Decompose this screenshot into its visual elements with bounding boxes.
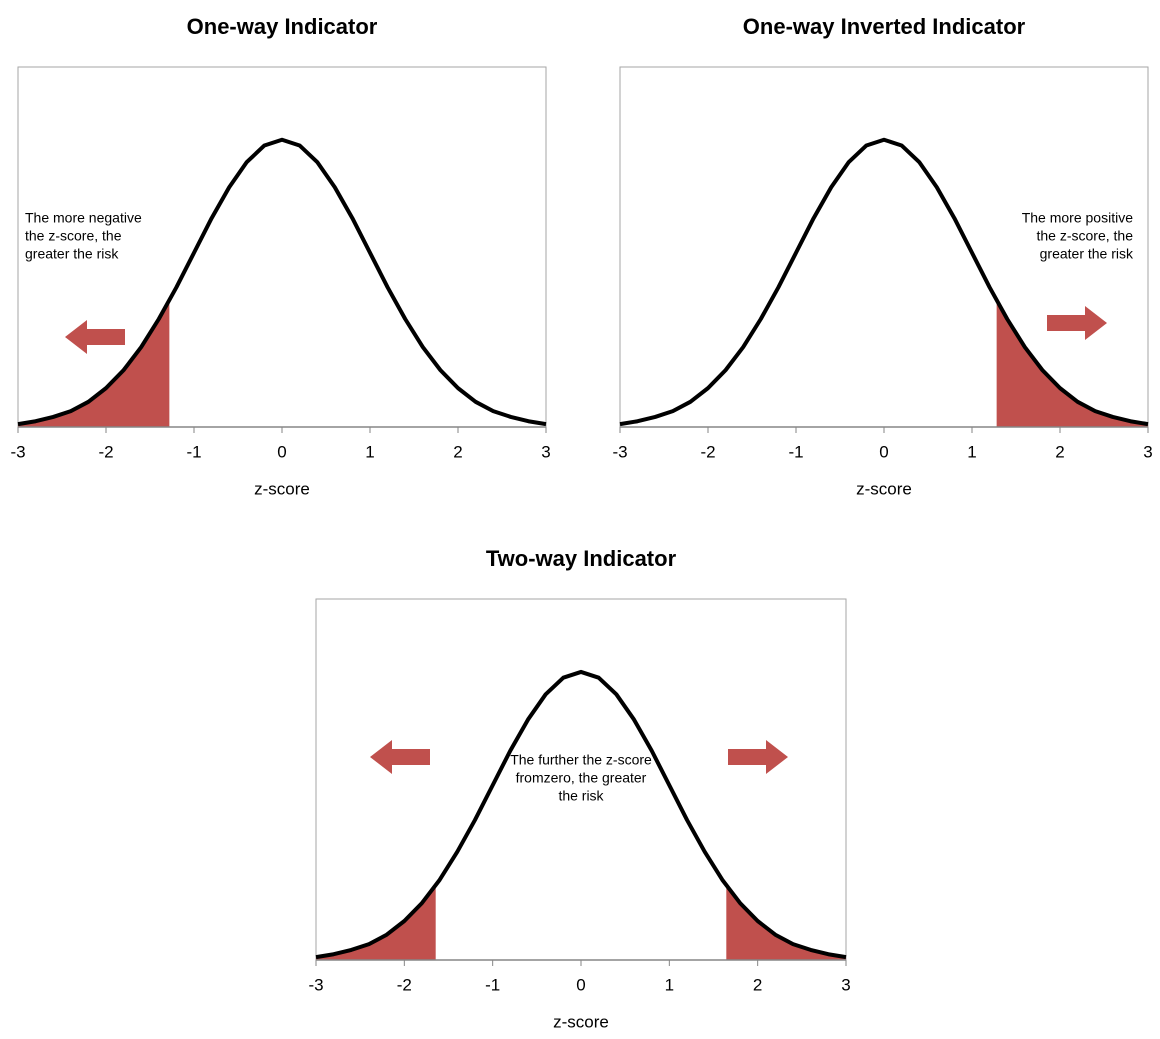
annotation: the z-score, the	[1037, 228, 1134, 244]
shaded-tail	[316, 885, 436, 960]
subplot: One-way Inverted Indicator -3 -2 -1 0 1 2 3 z-sc…	[612, 14, 1152, 499]
annotation: The more positive	[1022, 210, 1133, 226]
direction-arrow	[370, 740, 430, 774]
shaded-tail	[996, 299, 1148, 427]
x-tick-label: -1	[788, 442, 803, 461]
shaded-tail	[726, 885, 846, 960]
direction-arrow	[1047, 306, 1107, 340]
annotation: The further the z-score	[510, 752, 652, 768]
direction-arrow	[65, 320, 125, 354]
density-curve	[619, 137, 1149, 427]
x-axis-label: z-score	[553, 1012, 609, 1031]
x-tick-label: 3	[541, 442, 550, 461]
x-tick-label: -2	[98, 442, 113, 461]
x-tick-label: 1	[365, 442, 374, 461]
density-curve	[315, 669, 847, 960]
x-tick-label: 0	[277, 442, 286, 461]
x-tick-label: -1	[485, 975, 500, 994]
density-curve	[17, 137, 547, 427]
annotation: the z-score, the	[25, 228, 122, 244]
x-tick-label: -3	[612, 442, 627, 461]
x-tick-label: 1	[967, 442, 976, 461]
subplot: Two-way Indicator -3 -2 -1 0 1 2 3 z-score The fu…	[308, 546, 850, 1032]
shaded-tail	[18, 299, 170, 427]
x-tick-label: 3	[841, 975, 850, 994]
annotation: the risk	[558, 788, 604, 804]
x-axis-label: z-score	[856, 479, 912, 498]
x-tick-label: 2	[753, 975, 762, 994]
x-tick-label: 0	[879, 442, 888, 461]
x-tick-label: 3	[1143, 442, 1152, 461]
x-tick-label: 2	[1055, 442, 1064, 461]
annotation: greater the risk	[1040, 246, 1134, 262]
chart-title: One-way Inverted Indicator	[743, 14, 1026, 39]
x-tick-label: -3	[10, 442, 25, 461]
x-tick-label: -3	[308, 975, 323, 994]
x-tick-label: -2	[700, 442, 715, 461]
direction-arrow	[728, 740, 788, 774]
x-tick-label: 2	[453, 442, 462, 461]
annotation: fromzero, the greater	[516, 770, 647, 786]
x-tick-label: -2	[397, 975, 412, 994]
annotation: greater the risk	[25, 246, 119, 262]
x-tick-label: 0	[576, 975, 585, 994]
x-axis-label: z-score	[254, 479, 310, 498]
subplot: One-way Indicator -3 -2 -1 0 1 2 3 z-score The mo…	[10, 14, 550, 499]
x-tick-label: 1	[665, 975, 674, 994]
annotation: The more negative	[25, 210, 142, 226]
x-tick-label: -1	[186, 442, 201, 461]
chart-title: One-way Indicator	[187, 14, 378, 39]
chart-title: Two-way Indicator	[486, 546, 677, 571]
